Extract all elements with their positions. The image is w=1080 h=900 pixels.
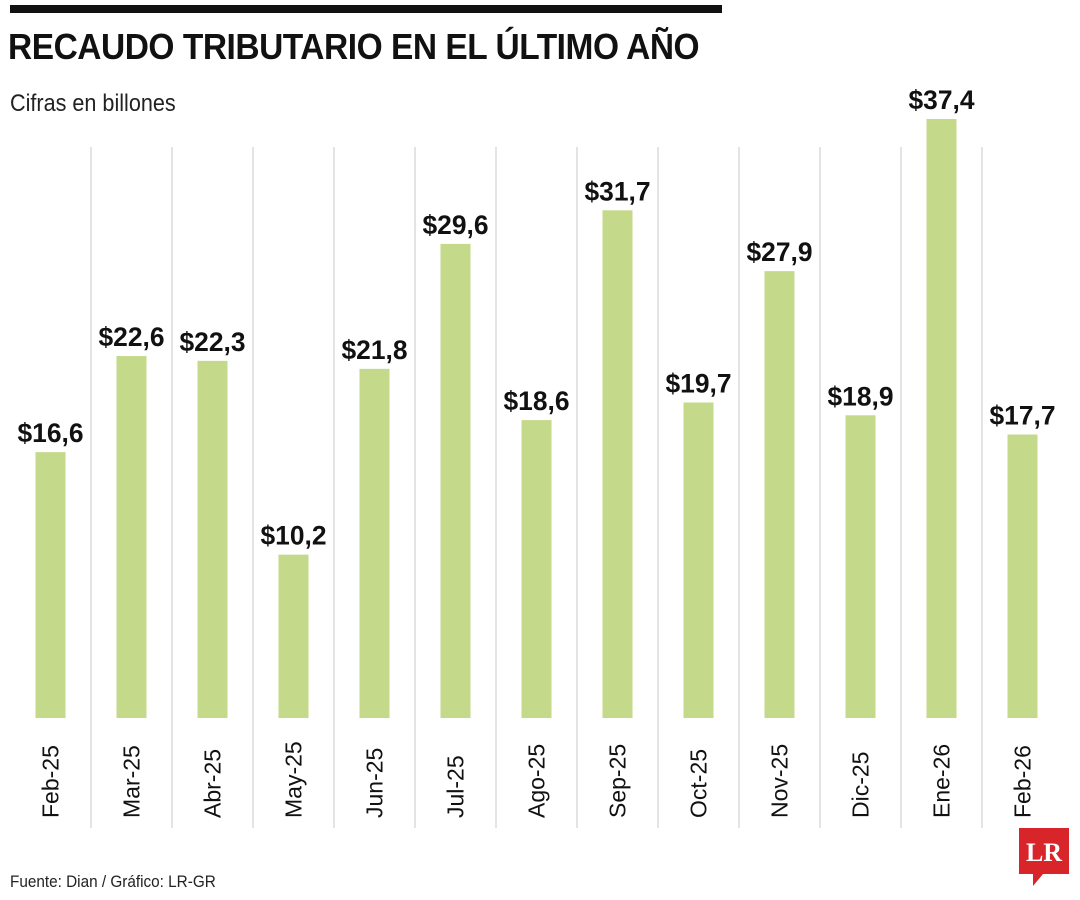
category-label: Jun-25 (362, 748, 388, 818)
chart-title: RECAUDO TRIBUTARIO EN EL ÚLTIMO AÑO (8, 26, 700, 67)
logo-badge (1019, 828, 1069, 886)
value-label: $18,6 (504, 386, 570, 416)
value-label: $22,3 (180, 327, 246, 357)
bar-oct-25 (683, 402, 714, 718)
chart-subtitle: Cifras en billones (10, 90, 176, 117)
value-label: $17,7 (990, 401, 1056, 431)
value-label: $31,7 (585, 176, 651, 206)
lr-logo: LR (1019, 828, 1069, 886)
category-label: Mar-25 (119, 745, 145, 818)
category-label: May-25 (281, 741, 307, 818)
bar-may-25 (278, 554, 309, 718)
category-label: Ene-26 (929, 744, 955, 818)
value-label: $10,2 (261, 521, 327, 551)
value-label: $27,9 (747, 237, 813, 267)
category-label: Dic-25 (848, 752, 874, 818)
category-label: Sep-25 (605, 744, 631, 818)
bar-abr-25 (197, 360, 228, 718)
bar-ago-25 (521, 420, 552, 718)
bar-ene-26 (926, 119, 957, 718)
category-label: Jul-25 (443, 755, 469, 818)
value-label: $21,8 (342, 335, 408, 365)
category-label: Ago-25 (524, 744, 550, 818)
category-label: Feb-25 (38, 745, 64, 818)
bar-feb-25 (35, 452, 66, 718)
bar-mar-25 (116, 356, 147, 718)
category-label: Nov-25 (767, 744, 793, 818)
value-label: $19,7 (666, 368, 732, 398)
bar-dic-25 (845, 415, 876, 718)
category-label: Abr-25 (200, 749, 226, 818)
logo-text: LR (1026, 838, 1062, 867)
bar-feb-26 (1007, 434, 1038, 718)
value-label: $22,6 (99, 322, 165, 352)
bar-jul-25 (440, 243, 471, 718)
value-label: $18,9 (828, 381, 894, 411)
category-label: Feb-26 (1010, 745, 1036, 818)
value-label: $16,6 (18, 418, 84, 448)
value-label: $37,4 (909, 85, 975, 115)
top-rule (10, 5, 722, 13)
bar-jun-25 (359, 368, 390, 718)
bar-sep-25 (602, 210, 633, 718)
category-label: Oct-25 (686, 749, 712, 818)
bar-nov-25 (764, 271, 795, 718)
source-note: Fuente: Dian / Gráfico: LR-GR (10, 872, 216, 891)
value-label: $29,6 (423, 210, 489, 240)
